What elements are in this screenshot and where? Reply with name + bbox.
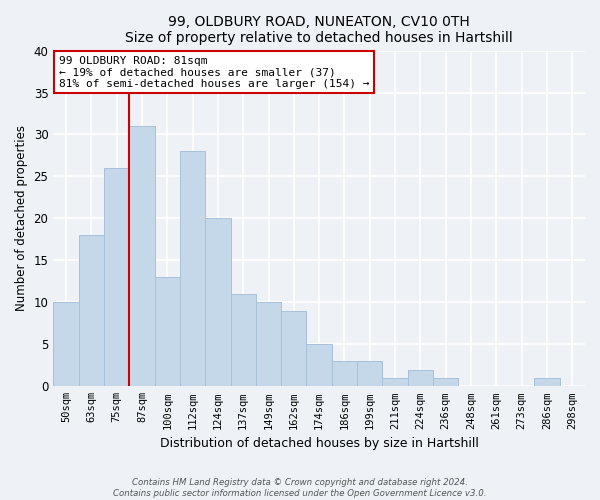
Bar [357, 361, 382, 386]
Bar [433, 378, 458, 386]
Bar [155, 277, 180, 386]
Bar [382, 378, 408, 386]
Bar [307, 344, 332, 387]
Bar [408, 370, 433, 386]
Bar [180, 152, 205, 386]
Bar [53, 302, 79, 386]
X-axis label: Distribution of detached houses by size in Hartshill: Distribution of detached houses by size … [160, 437, 479, 450]
Bar [281, 311, 307, 386]
Bar [535, 378, 560, 386]
Bar [129, 126, 155, 386]
Bar [256, 302, 281, 386]
Bar [79, 235, 104, 386]
Title: 99, OLDBURY ROAD, NUNEATON, CV10 0TH
Size of property relative to detached house: 99, OLDBURY ROAD, NUNEATON, CV10 0TH Siz… [125, 15, 513, 45]
Bar [104, 168, 129, 386]
Text: 99 OLDBURY ROAD: 81sqm
← 19% of detached houses are smaller (37)
81% of semi-det: 99 OLDBURY ROAD: 81sqm ← 19% of detached… [59, 56, 369, 89]
Bar [230, 294, 256, 386]
Bar [332, 361, 357, 386]
Text: Contains HM Land Registry data © Crown copyright and database right 2024.
Contai: Contains HM Land Registry data © Crown c… [113, 478, 487, 498]
Y-axis label: Number of detached properties: Number of detached properties [15, 126, 28, 312]
Bar [205, 218, 230, 386]
